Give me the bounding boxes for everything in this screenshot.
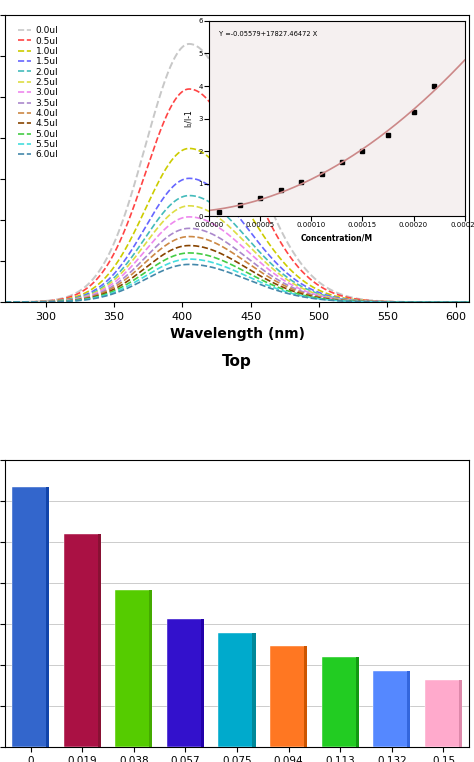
Bar	[46, 486, 49, 747]
Bar	[253, 632, 255, 747]
Bar	[356, 657, 359, 747]
Bar	[201, 619, 204, 747]
Bar	[64, 533, 101, 747]
Bar	[270, 646, 307, 747]
Bar	[459, 680, 462, 747]
Bar	[373, 671, 410, 747]
Bar	[149, 591, 152, 747]
Bar	[167, 619, 204, 747]
Bar	[98, 533, 101, 747]
Bar	[425, 680, 462, 747]
Bar	[322, 657, 359, 747]
Bar	[115, 591, 152, 747]
Bar	[407, 671, 410, 747]
Text: Top: Top	[222, 354, 252, 369]
Bar	[304, 646, 307, 747]
Bar	[12, 486, 49, 747]
Legend: 0.0ul, 0.5ul, 1.0ul, 1.5ul, 2.0ul, 2.5ul, 3.0ul, 3.5ul, 4.0ul, 4.5ul, 5.0ul, 5.5: 0.0ul, 0.5ul, 1.0ul, 1.5ul, 2.0ul, 2.5ul…	[14, 23, 62, 163]
Bar	[219, 632, 255, 747]
X-axis label: Wavelength (nm): Wavelength (nm)	[170, 328, 304, 341]
